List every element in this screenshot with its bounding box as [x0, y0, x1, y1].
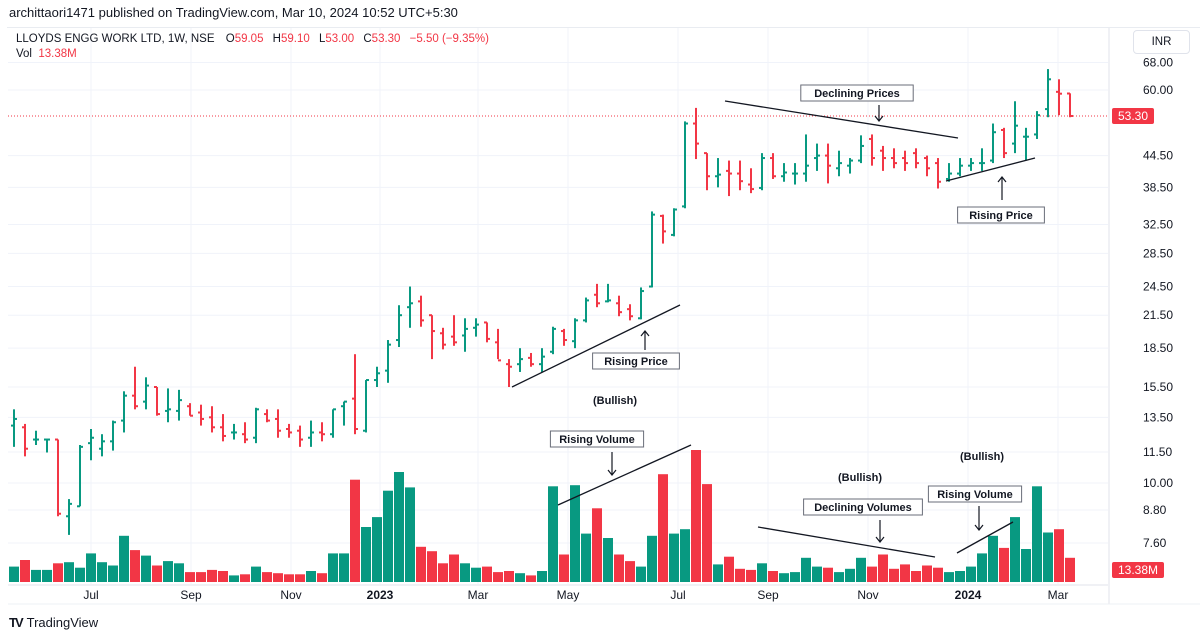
trendline-rising-price-1[interactable]	[511, 304, 681, 388]
arrow-up-icon	[640, 330, 650, 350]
annotations[interactable]: Rising Price (Bullish) Declining Prices Ris…	[511, 84, 1045, 558]
volume-tick: 11.50	[1143, 445, 1172, 459]
label-rising-price-1[interactable]: Rising Price	[592, 352, 680, 370]
price-tick: 44.50	[1143, 149, 1173, 163]
volume-tick: 7.60	[1143, 536, 1167, 550]
chart-legend: LLOYDS ENGG WORK LTD, 1W, NSE O59.05 H59…	[16, 32, 489, 61]
price-tick: 24.50	[1143, 280, 1173, 294]
trendline-rising-volume-2[interactable]	[956, 521, 1014, 554]
change-value: −5.50 (−9.35%)	[409, 33, 489, 45]
price-tick: 15.50	[1143, 380, 1173, 394]
symbol-title[interactable]: LLOYDS ENGG WORK LTD, 1W, NSE	[16, 33, 215, 45]
price-axis[interactable]: 68.00 60.00 44.50 38.50 32.50 28.50 24.50 21.50…	[1108, 28, 1173, 604]
open-value: 59.05	[234, 33, 264, 45]
label-bullish-3: (Bullish)	[960, 451, 1004, 463]
volume-value: 13.38M	[38, 48, 77, 60]
time-tick: 2024	[955, 588, 982, 602]
ohlc-legend: LLOYDS ENGG WORK LTD, 1W, NSE O59.05 H59…	[16, 33, 489, 45]
last-volume-tag: 13.38M	[1112, 562, 1165, 578]
label-rising-volume-1[interactable]: Rising Volume	[549, 430, 645, 448]
tradingview-logo-icon: TV	[9, 615, 24, 630]
time-tick: Mar	[468, 588, 489, 602]
brand-label: TradingView	[26, 615, 99, 630]
time-tick: Sep	[180, 588, 202, 602]
svg-text:Declining Prices: Declining Prices	[814, 88, 900, 100]
arrow-down-icon	[607, 452, 617, 476]
time-axis[interactable]: Jul Sep Nov 2023 Mar May Jul Sep Nov 2024 Mar	[83, 588, 1068, 602]
trendline-declining-volumes[interactable]	[757, 526, 936, 558]
svg-text:Declining Volumes: Declining Volumes	[814, 502, 912, 514]
time-tick: Jul	[670, 588, 685, 602]
label-rising-volume-2[interactable]: Rising Volume	[927, 485, 1023, 503]
price-tick: 68.00	[1143, 56, 1173, 70]
volume-legend: Vol 13.38M	[16, 48, 77, 60]
svg-text:Rising Price: Rising Price	[604, 356, 668, 368]
high-value: 59.10	[280, 33, 310, 45]
last-price-tag: 53.30	[1112, 108, 1155, 124]
svg-text:Rising Price: Rising Price	[969, 210, 1033, 222]
trendline-rising-price-2[interactable]	[945, 157, 1036, 182]
low-value: 53.00	[325, 33, 355, 45]
currency-button[interactable]: INR	[1133, 30, 1190, 54]
time-tick: Mar	[1048, 588, 1069, 602]
arrow-up-icon	[997, 176, 1007, 200]
trendline-declining-prices[interactable]	[724, 100, 959, 139]
grid	[8, 28, 1108, 584]
price-tick: 38.50	[1143, 180, 1173, 194]
svg-text:Rising Volume: Rising Volume	[559, 434, 635, 446]
volume-tick: 10.00	[1143, 476, 1173, 490]
svg-text:Rising Volume: Rising Volume	[937, 489, 1013, 501]
price-tick: 32.50	[1143, 218, 1173, 232]
price-tick: 18.50	[1143, 341, 1173, 355]
chart-frame[interactable]	[7, 27, 1200, 605]
label-bullish-2: (Bullish)	[838, 472, 882, 484]
price-tick: 60.00	[1143, 83, 1173, 97]
tradingview-brand[interactable]: TV TradingView	[9, 615, 98, 630]
label-declining-prices[interactable]: Declining Prices	[800, 84, 914, 102]
time-tick: Nov	[857, 588, 878, 602]
ohlc-bars	[11, 69, 1073, 535]
volume-bars	[9, 450, 1075, 582]
price-tick: 13.50	[1143, 410, 1173, 424]
time-tick: 2023	[367, 588, 394, 602]
time-tick: Jul	[83, 588, 98, 602]
time-tick: Sep	[757, 588, 779, 602]
trendline-rising-volume-1[interactable]	[557, 444, 692, 506]
price-tick: 21.50	[1143, 308, 1173, 322]
publisher-line: archittaori1471 published on TradingView…	[9, 5, 458, 20]
close-value: 53.30	[371, 33, 401, 45]
price-tick: 28.50	[1143, 246, 1173, 260]
label-declining-volumes[interactable]: Declining Volumes	[803, 498, 923, 516]
time-tick: Nov	[280, 588, 301, 602]
arrow-down-icon	[875, 520, 885, 543]
label-rising-price-2[interactable]: Rising Price	[957, 206, 1045, 224]
volume-tick: 8.80	[1143, 503, 1167, 517]
time-tick: May	[557, 588, 580, 602]
arrow-down-icon	[974, 506, 984, 531]
arrow-down-icon	[874, 105, 884, 122]
label-bullish-1: (Bullish)	[593, 395, 637, 407]
